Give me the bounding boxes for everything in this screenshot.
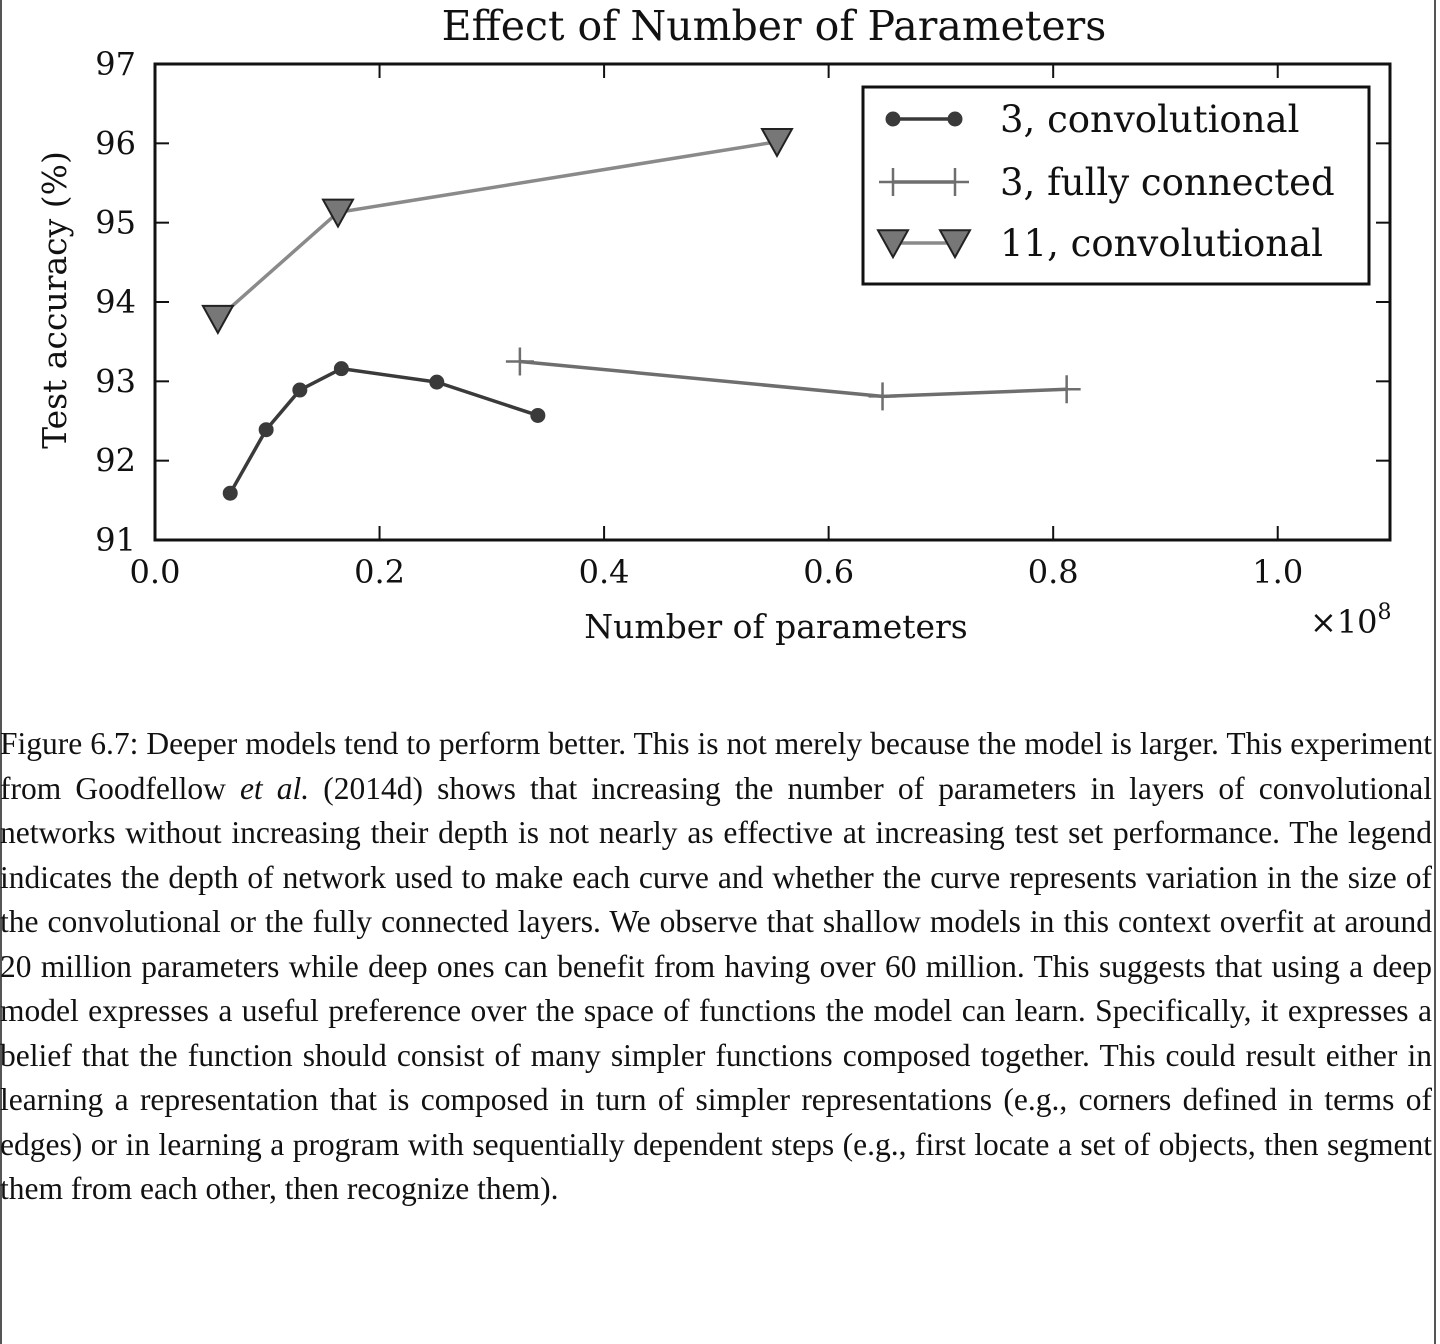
caption-text-2: (2014d) shows that increasing the number… (0, 770, 1432, 1207)
data-point (505, 347, 534, 376)
data-point (292, 382, 308, 398)
series (201, 127, 1081, 501)
y-tick-label: 93 (95, 362, 136, 400)
series-line (519, 359, 1067, 399)
legend-marker (947, 111, 963, 127)
page-edge-left (0, 0, 2, 1344)
y-tick-label: 94 (95, 283, 136, 321)
data-point (258, 422, 274, 438)
caption-text-1: Deeper models tend to perform better. Th… (0, 726, 1432, 806)
series-3-convolutional (222, 361, 546, 501)
data-point (760, 127, 794, 159)
y-tick-label: 95 (95, 204, 136, 242)
data-point (868, 382, 897, 411)
x-axis-multiplier-exponent: 8 (1378, 600, 1392, 625)
caption-label: Figure 6.7: (0, 726, 139, 761)
chart-title: Effect of Number of Parameters (442, 2, 1107, 50)
legend-label: 3, convolutional (1000, 98, 1299, 141)
y-tick-label: 97 (95, 45, 136, 83)
figure-caption: Figure 6.7: Deeper models tend to perfor… (0, 722, 1432, 1212)
data-point (201, 304, 235, 335)
x-axis-multiplier-base: ×10 (1310, 603, 1378, 641)
series-line (216, 140, 778, 320)
y-tick-label: 91 (95, 521, 136, 559)
legend-marker (938, 229, 972, 260)
legend-entry: 3, convolutional (885, 98, 1299, 141)
chart-figure: Effect of Number of Parameters 0.0 0.2 0.4… (35, 2, 1392, 646)
data-point (321, 198, 355, 229)
axes: 0.0 0.2 0.4 0.6 0.8 1.0 91 92 93 94 95 96 97 (95, 45, 1392, 591)
page-edge-right (1434, 0, 1436, 1344)
y-axis-label: Test accuracy (%) (35, 151, 74, 449)
data-point (530, 407, 546, 423)
series-11-convolutional (201, 127, 794, 335)
series-line (228, 366, 539, 495)
data-point (429, 374, 445, 390)
legend-marker (885, 111, 901, 127)
x-axis-multiplier: ×108 (1310, 600, 1392, 641)
legend: 3, convolutional 3, fully connected 11, co… (861, 85, 1371, 286)
legend-marker (941, 168, 969, 196)
x-tick-label: 0.2 (354, 553, 405, 591)
legend-entry: 3, fully connected (879, 161, 1335, 204)
y-tick-label: 92 (95, 442, 136, 480)
x-tick-label: 0.6 (803, 553, 854, 591)
legend-marker (879, 168, 907, 196)
series-3-fully-connected (505, 347, 1081, 411)
caption-italic: et al. (239, 770, 310, 806)
data-point (333, 361, 349, 377)
data-point (1052, 375, 1081, 404)
legend-label: 11, convolutional (1000, 222, 1323, 265)
x-axis-label: Number of parameters (584, 607, 967, 646)
legend-label: 3, fully connected (1000, 161, 1335, 204)
legend-entry: 11, convolutional (876, 222, 1323, 265)
legend-marker (876, 229, 910, 260)
chart-svg: Effect of Number of Parameters 0.0 0.2 0.4… (35, 2, 1392, 646)
x-tick-label: 0.4 (579, 553, 630, 591)
y-tick-label: 96 (95, 124, 136, 162)
data-point (222, 485, 238, 501)
x-tick-label: 1.0 (1252, 553, 1303, 591)
x-tick-label: 0.8 (1028, 553, 1079, 591)
x-tick-label: 0.0 (130, 553, 181, 591)
